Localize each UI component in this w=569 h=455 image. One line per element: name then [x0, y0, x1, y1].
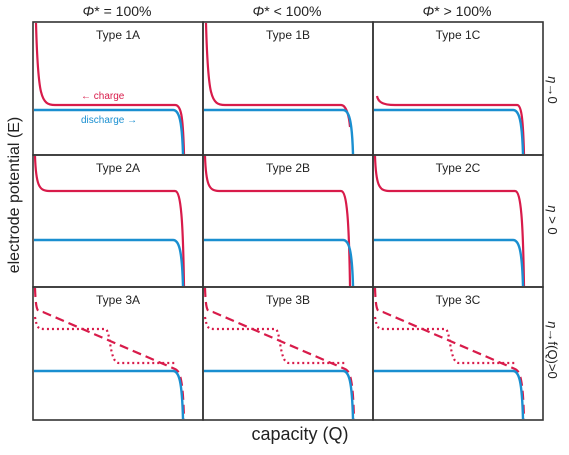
charge-curve-dashed	[33, 287, 186, 420]
panel-border	[372, 286, 544, 421]
charge-curve	[33, 155, 186, 287]
panel-2-2: Type 2B	[202, 154, 374, 288]
charge-curve-dashed	[203, 287, 356, 420]
panel-title: Type 2C	[436, 161, 481, 175]
discharge-curve	[374, 108, 525, 155]
panel-1-1: Type 1A ← charge discharge →	[32, 21, 204, 156]
panel-1-2: Type 1B	[202, 21, 374, 156]
charge-annotation: ← charge	[81, 91, 125, 102]
phi-symbol: Φ	[82, 3, 95, 19]
charge-curve-dashed	[373, 287, 526, 420]
panel-title: Type 3C	[436, 293, 481, 307]
charge-curve	[373, 155, 526, 287]
panel-2-3: Type 2C	[372, 154, 544, 288]
charge-curve-dotted	[33, 316, 175, 365]
panel-title: Type 1B	[266, 28, 310, 42]
charge-curve	[203, 155, 352, 287]
charge-curve	[375, 95, 526, 155]
charge-curve	[34, 22, 186, 155]
panel-title: Type 1A	[96, 28, 140, 42]
col-header-text: * > 100%	[434, 3, 492, 19]
phi-symbol: Φ	[422, 3, 435, 19]
charge-curve-dotted	[373, 316, 515, 365]
col-header-text: * = 100%	[94, 3, 152, 19]
x-axis-label: capacity (Q)	[251, 424, 349, 444]
panel-title: Type 2A	[96, 161, 140, 175]
panel-3-1: Type 3A	[32, 286, 204, 421]
panel-3-3: Type 3C	[372, 286, 544, 421]
discharge-curve	[34, 108, 185, 155]
panel-3-2: Type 3B	[202, 286, 374, 421]
discharge-annotation: discharge →	[81, 115, 137, 126]
panel-title: Type 1C	[436, 28, 481, 42]
panel-title: Type 3B	[266, 293, 310, 307]
charge-curve-dotted	[203, 316, 345, 365]
panel-title: Type 3A	[96, 293, 140, 307]
panel-2-1: Type 2A	[32, 154, 204, 288]
col-header-3: Φ* > 100%	[373, 0, 541, 22]
discharge-curve	[374, 369, 525, 420]
col-header-text: * < 100%	[264, 3, 322, 19]
discharge-curve	[204, 238, 355, 287]
panel-1-3: Type 1C	[372, 21, 544, 156]
panels-group: Type 1A ← charge discharge → Type 1B Type 1C…	[32, 21, 544, 421]
discharge-curve	[204, 108, 355, 155]
discharge-curve	[204, 369, 355, 420]
discharge-curve	[34, 238, 185, 287]
discharge-curve	[34, 369, 185, 420]
col-header-2: Φ* < 100%	[203, 0, 371, 22]
discharge-curve	[374, 238, 525, 287]
panel-title: Type 2B	[266, 161, 310, 175]
col-header-1: Φ* = 100%	[33, 0, 201, 22]
phi-symbol: Φ	[252, 3, 265, 19]
